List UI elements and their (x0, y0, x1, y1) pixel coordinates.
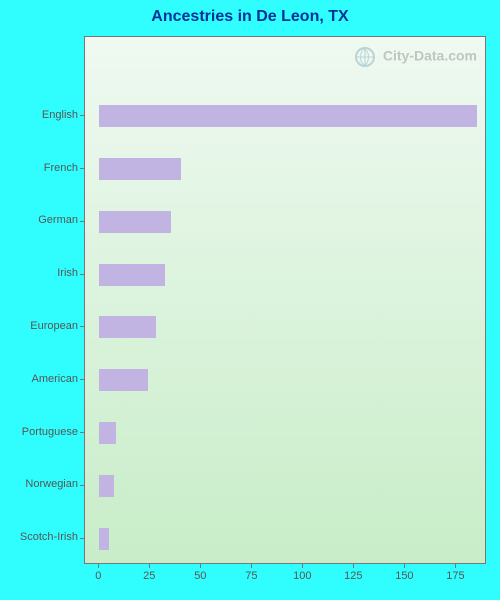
y-axis-label: American (32, 373, 78, 385)
y-axis-label: English (42, 109, 78, 121)
x-tick (353, 564, 354, 568)
x-axis-label: 150 (395, 570, 413, 582)
bar (99, 528, 109, 550)
watermark-text: City-Data.com (383, 48, 477, 64)
x-axis-label: 25 (143, 570, 155, 582)
y-axis-label: European (30, 320, 78, 332)
bar (99, 211, 170, 233)
y-tick (80, 221, 84, 222)
x-axis-label: 100 (293, 570, 311, 582)
y-axis-label: German (38, 214, 78, 226)
y-tick (80, 379, 84, 380)
y-axis-label: Portuguese (22, 426, 78, 438)
y-tick (80, 168, 84, 169)
y-tick (80, 274, 84, 275)
chart-container: Ancestries in De Leon, TX City-Data.com … (0, 0, 500, 600)
y-axis-label: Norwegian (25, 478, 78, 490)
x-axis-label: 75 (245, 570, 257, 582)
x-tick (251, 564, 252, 568)
x-tick (149, 564, 150, 568)
y-tick (80, 326, 84, 327)
x-tick (98, 564, 99, 568)
bar (99, 158, 181, 180)
bar (99, 316, 156, 338)
y-tick (80, 485, 84, 486)
x-tick (404, 564, 405, 568)
x-axis-label: 125 (344, 570, 362, 582)
plot-area: City-Data.com (84, 36, 486, 564)
y-tick (80, 115, 84, 116)
y-axis-label: Irish (57, 267, 78, 279)
x-axis-label: 175 (446, 570, 464, 582)
bar (99, 369, 148, 391)
x-axis-label: 50 (194, 570, 206, 582)
x-tick (302, 564, 303, 568)
bar (99, 422, 115, 444)
bar (99, 264, 164, 286)
y-tick (80, 432, 84, 433)
watermark: City-Data.com (355, 47, 477, 67)
x-axis-label: 0 (95, 570, 101, 582)
chart-title: Ancestries in De Leon, TX (0, 8, 500, 26)
y-axis-label: French (44, 162, 78, 174)
bar (99, 475, 113, 497)
y-tick (80, 538, 84, 539)
globe-icon (355, 47, 375, 67)
x-tick (455, 564, 456, 568)
x-tick (200, 564, 201, 568)
bar (99, 105, 477, 127)
y-axis-label: Scotch-Irish (20, 531, 78, 543)
